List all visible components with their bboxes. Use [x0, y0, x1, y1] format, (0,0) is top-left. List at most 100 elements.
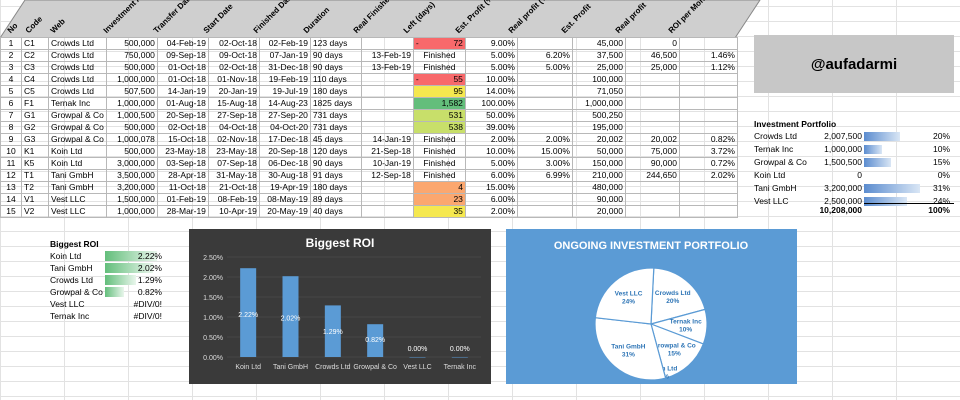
cell-code[interactable]: K1 [21, 145, 49, 158]
cell-transfer[interactable]: 23-May-18 [156, 145, 209, 158]
cell-duration[interactable]: 1825 days [309, 97, 362, 110]
cell-real-profit[interactable]: 90,000 [624, 157, 680, 170]
cell-duration[interactable]: 89 days [309, 193, 362, 206]
cell-amount[interactable]: 3,500,000 [105, 169, 158, 182]
cell-duration[interactable]: 180 days [309, 181, 362, 194]
cell-code[interactable]: K5 [21, 157, 49, 170]
cell-roi[interactable]: 0.82% [678, 133, 738, 146]
cell-no[interactable]: 1 [0, 37, 22, 50]
cell-start[interactable]: 23-May-18 [207, 145, 260, 158]
portfolio-row[interactable]: Crowds Ltd 2,007,500 20% [754, 130, 954, 143]
cell-real-finished[interactable]: 13-Feb-19 [360, 61, 414, 74]
cell-no[interactable]: 15 [0, 205, 22, 218]
table-row[interactable]: 9 G3 Growpal & Co 1,000,078 15-Oct-18 02-Nov-… [0, 133, 738, 146]
cell-est-profit[interactable]: 150,000 [571, 157, 626, 170]
cell-real-profit[interactable]: 25,000 [624, 61, 680, 74]
portfolio-row[interactable]: Tani GmbH 3,200,000 31% [754, 182, 954, 195]
cell-finish[interactable]: 19-Jul-19 [258, 85, 311, 98]
cell-start[interactable]: 07-Sep-18 [207, 157, 260, 170]
cell-est-pct[interactable]: 2.00% [464, 205, 518, 218]
cell-duration[interactable]: 180 days [309, 85, 362, 98]
cell-amount[interactable]: 500,000 [105, 121, 158, 134]
cell-real-pct[interactable] [516, 37, 573, 50]
table-row[interactable]: 14 V1 Vest LLC 1,500,000 01-Feb-19 08-Feb-19 0… [0, 193, 738, 206]
cell-no[interactable]: 12 [0, 169, 22, 182]
cell-real-finished[interactable] [360, 85, 414, 98]
table-row[interactable]: 11 K5 Koin Ltd 3,000,000 03-Sep-18 07-Sep-18 0… [0, 157, 738, 170]
cell-real-finished[interactable] [360, 73, 414, 86]
cell-transfer[interactable]: 04-Feb-19 [156, 37, 209, 50]
cell-real-pct[interactable] [516, 193, 573, 206]
cell-transfer[interactable]: 14-Jan-19 [156, 85, 209, 98]
cell-finish[interactable]: 02-Feb-19 [258, 37, 311, 50]
cell-transfer[interactable]: 01-Aug-18 [156, 97, 209, 110]
cell-web[interactable]: Crowds Ltd [48, 49, 107, 62]
cell-code[interactable]: V2 [21, 205, 49, 218]
cell-real-pct[interactable] [516, 97, 573, 110]
cell-real-pct[interactable]: 6.20% [516, 49, 573, 62]
cell-start[interactable]: 15-Aug-18 [207, 97, 260, 110]
roi-row[interactable]: Crowds Ltd 1.29% [50, 274, 162, 286]
table-row[interactable]: 4 C4 Crowds Ltd 1,000,000 01-Oct-18 01-Nov-18… [0, 73, 738, 86]
cell-web[interactable]: Crowds Ltd [48, 37, 107, 50]
cell-duration[interactable]: 90 days [309, 61, 362, 74]
cell-code[interactable]: F1 [21, 97, 49, 110]
table-row[interactable]: 1 C1 Crowds Ltd 500,000 04-Feb-19 02-Oct-18 02… [0, 37, 738, 50]
cell-left[interactable]: 4 [412, 181, 466, 194]
cell-real-pct[interactable] [516, 85, 573, 98]
cell-est-pct[interactable]: 9.00% [464, 37, 518, 50]
cell-duration[interactable]: 45 days [309, 133, 362, 146]
cell-finish[interactable]: 30-Aug-18 [258, 169, 311, 182]
cell-real-profit[interactable]: 46,500 [624, 49, 680, 62]
table-row[interactable]: 7 G1 Growpal & Co 1,000,500 20-Sep-18 27-Sep-… [0, 109, 738, 122]
cell-duration[interactable]: 90 days [309, 49, 362, 62]
cell-finish[interactable]: 27-Sep-20 [258, 109, 311, 122]
cell-no[interactable]: 7 [0, 109, 22, 122]
cell-roi[interactable] [678, 193, 738, 206]
roi-row[interactable]: Ternak Inc #DIV/0! [50, 310, 162, 322]
cell-roi[interactable] [678, 73, 738, 86]
cell-transfer[interactable]: 28-Apr-18 [156, 169, 209, 182]
cell-web[interactable]: Tani GmbH [48, 181, 107, 194]
cell-real-profit[interactable] [624, 181, 680, 194]
cell-amount[interactable]: 3,200,000 [105, 181, 158, 194]
cell-roi[interactable]: 0.72% [678, 157, 738, 170]
cell-real-pct[interactable]: 2.00% [516, 133, 573, 146]
cell-est-pct[interactable]: 39.00% [464, 121, 518, 134]
cell-est-pct[interactable]: 10.00% [464, 73, 518, 86]
cell-web[interactable]: Crowds Ltd [48, 61, 107, 74]
cell-roi[interactable] [678, 97, 738, 110]
cell-left[interactable]: 538 [412, 121, 466, 134]
cell-web[interactable]: Ternak Inc [48, 97, 107, 110]
cell-amount[interactable]: 750,000 [105, 49, 158, 62]
cell-amount[interactable]: 1,000,000 [105, 73, 158, 86]
cell-est-profit[interactable]: 210,000 [571, 169, 626, 182]
cell-code[interactable]: C5 [21, 85, 49, 98]
cell-no[interactable]: 4 [0, 73, 22, 86]
cell-roi[interactable] [678, 181, 738, 194]
cell-left[interactable]: 23 [412, 193, 466, 206]
cell-real-pct[interactable] [516, 109, 573, 122]
table-row[interactable]: 5 C5 Crowds Ltd 507,500 14-Jan-19 20-Jan-19 19… [0, 85, 738, 98]
table-row[interactable]: 12 T1 Tani GmbH 3,500,000 28-Apr-18 31-May-18… [0, 169, 738, 182]
cell-duration[interactable]: 90 days [309, 157, 362, 170]
cell-real-profit[interactable] [624, 193, 680, 206]
cell-start[interactable]: 20-Jan-19 [207, 85, 260, 98]
cell-real-finished[interactable]: 13-Feb-19 [360, 49, 414, 62]
cell-left[interactable]: Finished [412, 133, 466, 146]
cell-amount[interactable]: 1,500,000 [105, 193, 158, 206]
cell-finish[interactable]: 07-Jan-19 [258, 49, 311, 62]
table-row[interactable]: 13 T2 Tani GmbH 3,200,000 11-Oct-18 21-Oct-18… [0, 181, 738, 194]
cell-roi[interactable] [678, 37, 738, 50]
cell-roi[interactable] [678, 85, 738, 98]
cell-est-pct[interactable]: 2.00% [464, 133, 518, 146]
cell-real-finished[interactable] [360, 181, 414, 194]
cell-transfer[interactable]: 03-Sep-18 [156, 157, 209, 170]
portfolio-row[interactable]: Growpal & Co 1,500,500 15% [754, 156, 954, 169]
cell-real-profit[interactable] [624, 85, 680, 98]
cell-est-pct[interactable]: 10.00% [464, 145, 518, 158]
cell-real-pct[interactable] [516, 205, 573, 218]
cell-start[interactable]: 02-Oct-18 [207, 37, 260, 50]
cell-real-pct[interactable]: 5.00% [516, 61, 573, 74]
cell-est-profit[interactable]: 45,000 [571, 37, 626, 50]
